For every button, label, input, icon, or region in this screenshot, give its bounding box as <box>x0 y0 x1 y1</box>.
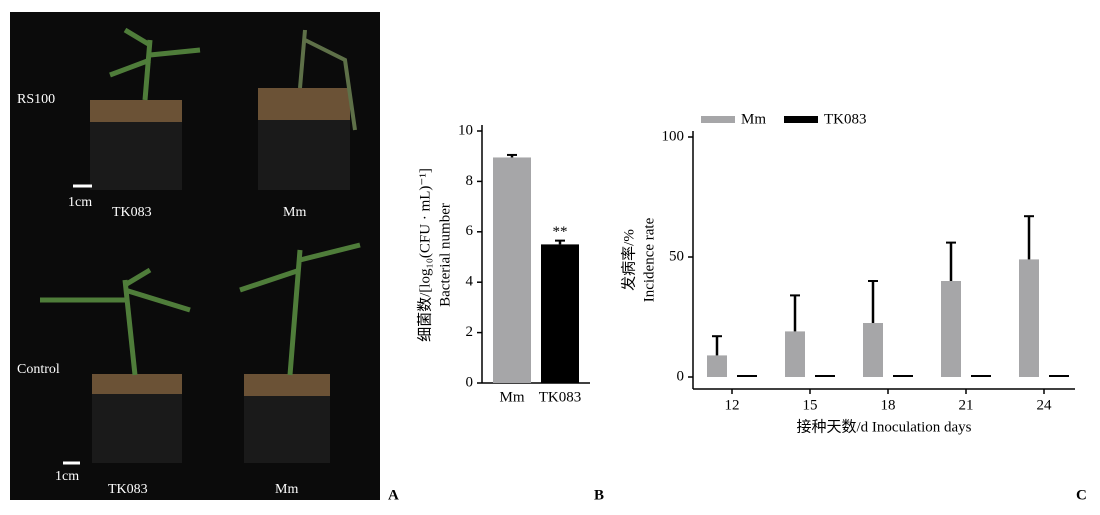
y-tick-label: 4 <box>466 274 474 290</box>
bar <box>863 323 883 377</box>
bar <box>541 244 579 383</box>
y-axis-label: 细菌数/[log₁₀(CFU · mL)⁻¹] <box>416 168 433 342</box>
y-axis-label: 发病率/% <box>620 229 637 291</box>
x-tick-label: 18 <box>881 397 896 413</box>
soil <box>90 100 182 122</box>
plant-label: TK083 <box>112 205 152 220</box>
bar <box>707 355 727 377</box>
bar <box>785 331 805 377</box>
y-tick-label: 10 <box>458 122 473 138</box>
panel-label: B <box>594 487 604 503</box>
bar <box>1049 375 1069 377</box>
soil <box>92 374 182 394</box>
significance-label: ** <box>553 224 568 240</box>
y-tick-label: 50 <box>669 248 684 264</box>
x-tick-label: TK083 <box>539 389 582 405</box>
bar <box>941 281 961 377</box>
plant-label: TK083 <box>108 482 148 497</box>
bar <box>971 375 991 377</box>
bar <box>737 375 757 377</box>
y-tick-label: 6 <box>466 223 474 239</box>
soil <box>258 88 350 120</box>
plant <box>40 267 191 376</box>
x-tick-label: Mm <box>499 389 524 405</box>
plant-label: Mm <box>283 205 306 220</box>
x-tick-label: 21 <box>959 397 974 413</box>
bar <box>1019 259 1039 377</box>
bar <box>493 157 531 383</box>
plant <box>109 27 201 101</box>
scale-label: 1cm <box>55 469 79 484</box>
legend-swatch <box>784 116 818 123</box>
legend-label: Mm <box>741 111 766 127</box>
panel-label: A <box>388 487 399 503</box>
y-tick-label: 0 <box>466 374 474 390</box>
bar <box>815 375 835 377</box>
panel-label: C <box>1076 487 1087 503</box>
scale-label: 1cm <box>68 195 92 210</box>
pot <box>90 110 182 190</box>
y-tick-label: 2 <box>466 324 474 340</box>
plant-label: Mm <box>275 482 298 497</box>
soil <box>244 374 330 396</box>
plant <box>298 29 357 131</box>
x-tick-label: 12 <box>725 397 740 413</box>
y-tick-label: 8 <box>466 173 474 189</box>
y-axis-label: Bacterial number <box>437 203 453 307</box>
x-axis-label: 接种天数/d Inoculation days <box>797 418 972 435</box>
x-tick-label: 24 <box>1037 397 1053 413</box>
legend-swatch <box>701 116 735 123</box>
plant <box>239 242 361 376</box>
y-axis-label: Incidence rate <box>641 217 657 302</box>
photo-panel: RS100 Control 1cm 1cm TK083 Mm TK083 Mm <box>10 12 380 500</box>
treatment-label: Control <box>17 362 60 377</box>
x-tick-label: 15 <box>803 397 818 413</box>
legend-label: TK083 <box>824 111 867 127</box>
y-tick-label: 100 <box>662 128 685 144</box>
treatment-label: RS100 <box>17 92 55 107</box>
bar <box>893 375 913 377</box>
y-tick-label: 0 <box>677 368 685 384</box>
